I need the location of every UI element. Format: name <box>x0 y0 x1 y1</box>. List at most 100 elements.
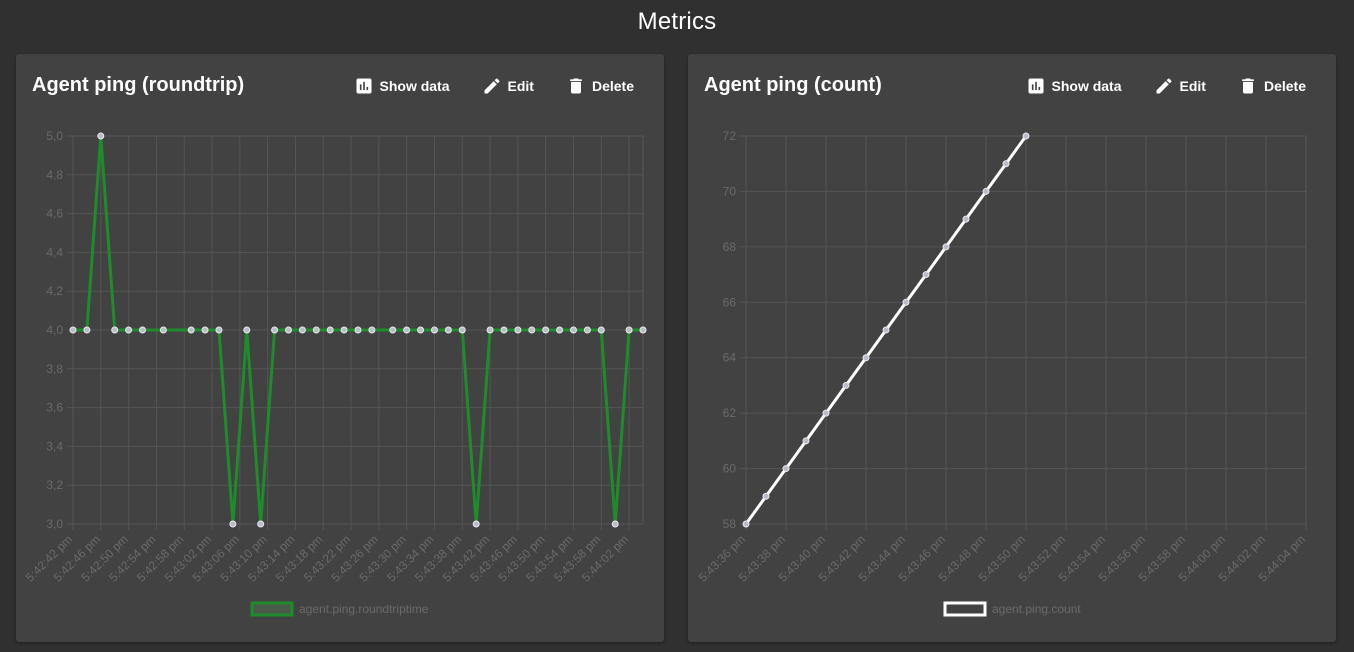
data-point <box>458 326 466 334</box>
bar-chart-icon <box>356 78 371 94</box>
y-tick-label: 3,0 <box>46 517 63 531</box>
roundtrip-line-chart: 5,04,84,64,44,24,03,83,63,43,23,05:42:42… <box>23 129 647 617</box>
data-point <box>417 326 425 334</box>
data-point <box>312 326 320 334</box>
chart-card-roundtrip: Agent ping (roundtrip) Show data Edit De… <box>16 54 664 642</box>
y-tick-label: 64 <box>723 351 737 365</box>
y-tick-label: 60 <box>723 462 737 476</box>
card-title: Agent ping (count) <box>704 74 882 96</box>
data-point <box>762 492 770 500</box>
data-point <box>215 326 223 334</box>
data-point <box>486 326 494 334</box>
data-point <box>326 326 334 334</box>
bar-chart-icon <box>1028 78 1043 94</box>
trash-icon <box>1242 78 1254 94</box>
data-point <box>159 326 167 334</box>
data-point <box>556 326 564 334</box>
y-tick-label: 3,6 <box>46 401 63 415</box>
data-point <box>444 326 452 334</box>
card-actions: Show data Edit Delete <box>354 76 634 96</box>
pencil-icon <box>484 78 500 94</box>
data-point <box>882 326 890 334</box>
data-point <box>403 326 411 334</box>
data-point <box>597 326 605 334</box>
data-point <box>368 326 376 334</box>
y-tick-label: 4,6 <box>46 207 63 221</box>
data-point <box>822 409 830 417</box>
data-point <box>742 520 750 528</box>
y-tick-label: 66 <box>723 295 737 309</box>
trash-icon <box>570 78 582 94</box>
data-point <box>862 354 870 362</box>
y-tick-label: 4,2 <box>46 284 63 298</box>
edit-button[interactable]: Edit <box>482 76 534 96</box>
data-point <box>500 326 508 334</box>
pencil-icon <box>1156 78 1172 94</box>
y-tick-label: 4,8 <box>46 168 63 182</box>
edit-button[interactable]: Edit <box>1154 76 1206 96</box>
data-point <box>201 326 209 334</box>
data-point <box>1022 132 1030 140</box>
data-point <box>625 326 633 334</box>
data-point <box>802 437 810 445</box>
show-data-label: Show data <box>379 78 450 94</box>
y-tick-label: 3,4 <box>46 439 63 453</box>
data-point <box>271 326 279 334</box>
delete-label: Delete <box>591 78 634 94</box>
data-point <box>962 215 970 223</box>
data-point <box>942 243 950 251</box>
series-line <box>73 135 643 525</box>
chart-card-count: Agent ping (count) Show data Edit Delete… <box>688 54 1336 642</box>
card-title: Agent ping (roundtrip) <box>32 74 245 96</box>
edit-label: Edit <box>507 78 534 94</box>
edit-label: Edit <box>1179 78 1206 94</box>
y-tick-label: 3,8 <box>46 362 63 376</box>
data-point <box>569 326 577 334</box>
delete-label: Delete <box>1263 78 1306 94</box>
data-point <box>354 326 362 334</box>
data-point <box>284 326 292 334</box>
data-point <box>472 520 480 528</box>
show-data-button[interactable]: Show data <box>1026 76 1122 96</box>
data-point <box>69 326 77 334</box>
y-tick-label: 5,0 <box>46 129 63 143</box>
y-tick-label: 62 <box>723 406 737 420</box>
data-point <box>583 326 591 334</box>
data-point <box>111 326 119 334</box>
y-tick-label: 4,0 <box>46 323 63 337</box>
data-point <box>298 326 306 334</box>
legend-swatch <box>250 601 294 617</box>
data-point <box>257 520 265 528</box>
legend-label: agent.ping.count <box>992 602 1081 616</box>
data-point <box>229 520 237 528</box>
data-point <box>902 298 910 306</box>
data-point <box>340 326 348 334</box>
legend-label: agent.ping.roundtriptime <box>299 602 429 616</box>
data-point <box>1002 160 1010 168</box>
data-point <box>125 326 133 334</box>
show-data-button[interactable]: Show data <box>354 76 450 96</box>
delete-button[interactable]: Delete <box>1238 76 1306 96</box>
data-point <box>83 326 91 334</box>
data-point <box>514 326 522 334</box>
y-tick-label: 70 <box>723 184 737 198</box>
data-point <box>528 326 536 334</box>
show-data-label: Show data <box>1051 78 1122 94</box>
data-point <box>97 132 105 140</box>
y-tick-label: 4,4 <box>46 245 63 259</box>
data-point <box>639 326 647 334</box>
card-actions: Show data Edit Delete <box>1026 76 1306 96</box>
data-point <box>187 326 195 334</box>
y-tick-label: 3,2 <box>46 478 63 492</box>
y-tick-label: 68 <box>723 240 737 254</box>
y-tick-label: 72 <box>723 129 737 143</box>
data-point <box>782 465 790 473</box>
page-title: Metrics <box>637 8 717 35</box>
legend-swatch <box>943 601 987 617</box>
y-tick-label: 58 <box>723 517 737 531</box>
delete-button[interactable]: Delete <box>566 76 634 96</box>
data-point <box>430 326 438 334</box>
data-point <box>982 187 990 195</box>
data-point <box>389 326 397 334</box>
